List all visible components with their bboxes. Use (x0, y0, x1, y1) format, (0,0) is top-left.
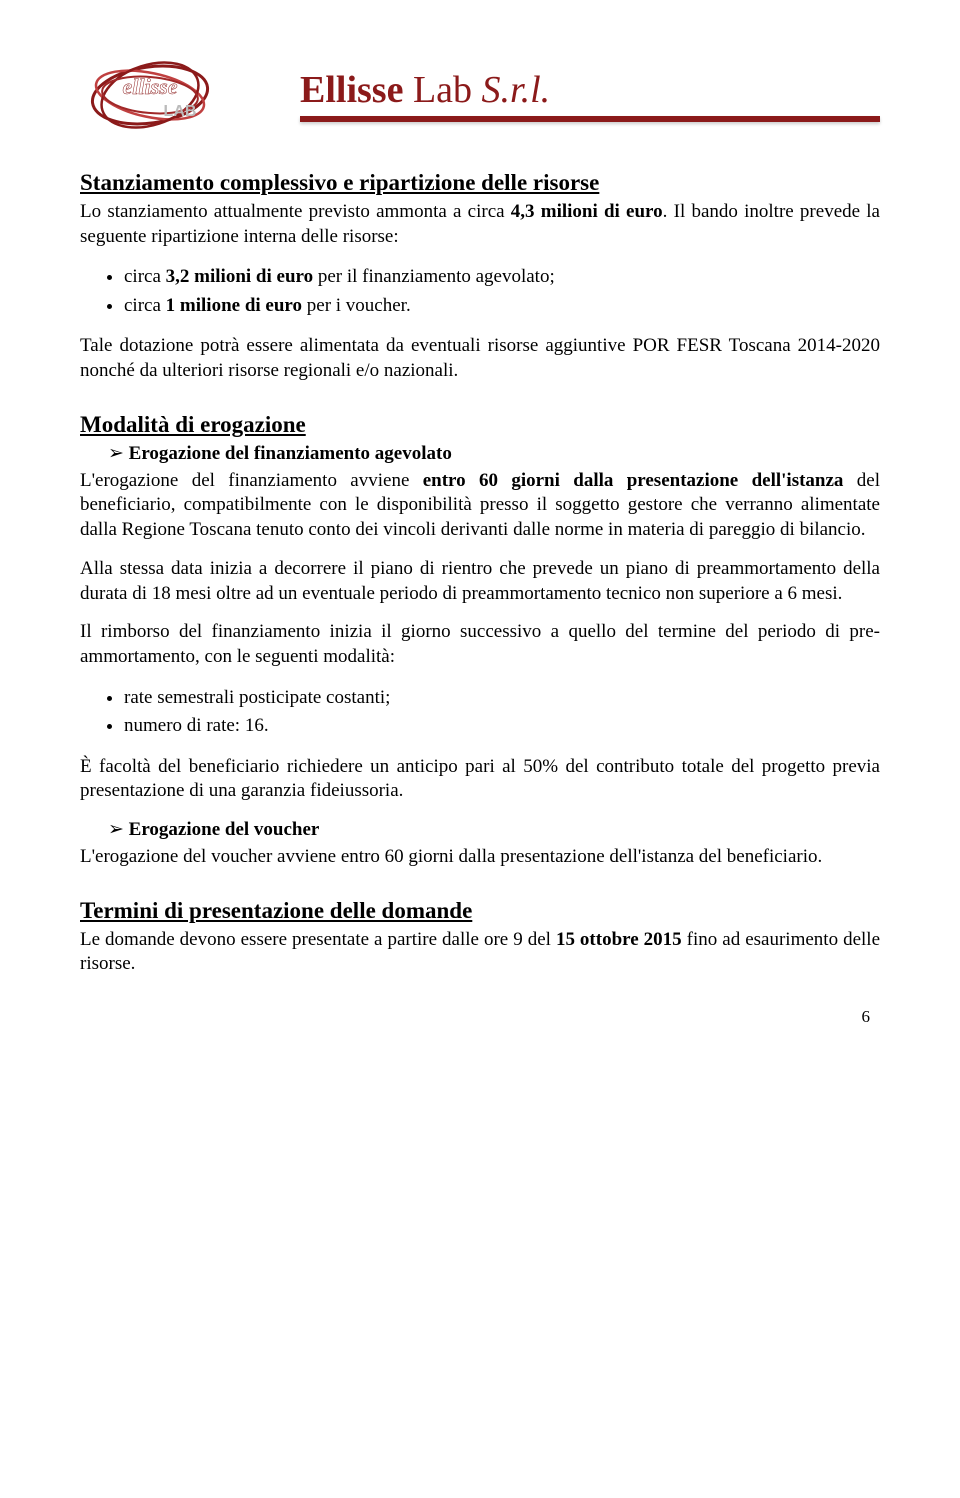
p-bold: 15 ottobre 2015 (556, 929, 682, 950)
section1-p1: Lo stanziamento attualmente previsto amm… (80, 200, 880, 249)
li-text: circa (124, 295, 166, 316)
li-text: circa (124, 266, 166, 287)
section2-p3: Il rimborso del finanziamento inizia il … (80, 620, 880, 669)
company-name-light: Lab (403, 69, 481, 111)
svg-text:LAB: LAB (164, 103, 197, 120)
section2-p1: L'erogazione del finanziamento avviene e… (80, 469, 880, 543)
p-text: L'erogazione del finanziamento avviene (80, 470, 423, 491)
list-item: circa 3,2 milioni di euro per il finanzi… (124, 263, 880, 292)
li-text: per i voucher. (302, 295, 411, 316)
company-name-block: Ellisse Lab S.r.l. (300, 68, 880, 122)
logo: ellisse LAB (80, 50, 240, 140)
company-name: Ellisse Lab S.r.l. (300, 68, 880, 112)
ellisse-logo-icon: ellisse LAB (80, 50, 240, 140)
section2-arrow2: Erogazione del voucher (108, 818, 880, 841)
section1-p2: Tale dotazione potrà essere alimentata d… (80, 334, 880, 383)
section2-p2: Alla stessa data inizia a decorrere il p… (80, 557, 880, 606)
li-text: per il finanziamento agevolato; (313, 266, 555, 287)
section1-p1-bold: 4,3 milioni di euro (511, 201, 663, 222)
header-divider (300, 116, 880, 122)
p-text: Le domande devono essere presentate a pa… (80, 929, 556, 950)
section1-title: Stanziamento complessivo e ripartizione … (80, 170, 880, 196)
page-container: ellisse LAB Ellisse Lab S.r.l. Stanziame… (0, 0, 960, 1067)
section2-list: rate semestrali posticipate costanti; nu… (80, 684, 880, 741)
li-bold: 3,2 milioni di euro (166, 266, 313, 287)
company-name-bold: Ellisse (300, 69, 403, 111)
li-bold: 1 milione di euro (166, 295, 302, 316)
section1-p1-pre: Lo stanziamento attualmente previsto amm… (80, 201, 511, 222)
section3-title: Termini di presentazione delle domande (80, 898, 880, 924)
section1-list: circa 3,2 milioni di euro per il finanzi… (80, 263, 880, 320)
header: ellisse LAB Ellisse Lab S.r.l. (80, 50, 880, 140)
list-item: rate semestrali posticipate costanti; (124, 684, 880, 713)
section2-p4: È facoltà del beneficiario richiedere un… (80, 755, 880, 804)
svg-text:ellisse: ellisse (123, 74, 178, 99)
p-bold: entro 60 giorni dalla presentazione dell… (423, 470, 844, 491)
section2-arrow1: Erogazione del finanziamento agevolato (108, 442, 880, 465)
page-number: 6 (80, 1007, 880, 1027)
section2-title: Modalità di erogazione (80, 412, 880, 438)
list-item: circa 1 milione di euro per i voucher. (124, 292, 880, 321)
section3-p1: Le domande devono essere presentate a pa… (80, 928, 880, 977)
list-item: numero di rate: 16. (124, 712, 880, 741)
section2-p5: L'erogazione del voucher avviene entro 6… (80, 845, 880, 870)
company-srl: S.r.l. (482, 69, 551, 111)
